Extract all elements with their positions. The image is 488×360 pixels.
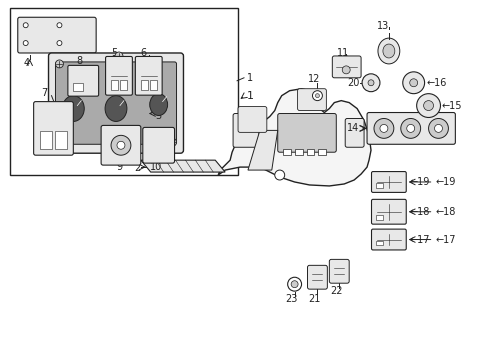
Text: ←19: ←19 [435,177,455,187]
FancyBboxPatch shape [233,113,258,147]
FancyBboxPatch shape [332,56,360,78]
Bar [111,80,118,90]
Circle shape [287,277,301,291]
Circle shape [274,170,284,180]
FancyBboxPatch shape [371,172,406,192]
Bar [375,215,382,220]
Bar [55,131,67,149]
Text: 11: 11 [336,48,348,58]
Text: 22: 22 [329,286,342,296]
Text: 1: 1 [246,73,253,83]
Text: 14: 14 [346,123,358,134]
Text: 5: 5 [111,48,117,58]
Text: ←17: ←17 [435,234,455,244]
Circle shape [168,138,176,146]
FancyBboxPatch shape [68,66,99,96]
Text: 3: 3 [155,111,162,121]
Circle shape [111,135,131,155]
Circle shape [23,41,28,46]
Text: 23: 23 [285,294,297,304]
Text: ←15: ←15 [441,100,461,111]
FancyBboxPatch shape [345,118,364,147]
Text: 7: 7 [41,88,48,98]
FancyBboxPatch shape [105,57,132,95]
Bar [306,149,314,155]
Text: 13: 13 [376,21,388,31]
Bar [141,80,147,90]
Text: 8: 8 [76,56,82,66]
Circle shape [400,118,420,138]
FancyBboxPatch shape [34,102,73,155]
Circle shape [367,80,373,86]
Circle shape [423,100,433,111]
Bar [375,183,382,188]
FancyBboxPatch shape [48,53,183,153]
Bar [375,240,382,246]
Polygon shape [141,160,224,172]
FancyBboxPatch shape [366,113,454,144]
FancyBboxPatch shape [371,199,406,224]
FancyBboxPatch shape [277,113,336,152]
Circle shape [409,79,417,87]
Text: 2: 2 [134,163,140,173]
Circle shape [55,60,63,68]
Bar [282,149,290,155]
Circle shape [379,125,387,132]
Circle shape [312,91,322,100]
Text: ←16: ←16 [426,78,446,88]
Bar [73,83,83,91]
FancyBboxPatch shape [371,229,406,250]
FancyBboxPatch shape [101,125,141,165]
Bar [10,8,238,175]
FancyBboxPatch shape [142,127,174,163]
Bar [318,149,325,155]
Ellipse shape [382,44,394,58]
Bar [149,80,156,90]
Text: 6: 6 [141,48,146,58]
Bar [294,149,302,155]
Text: 10: 10 [149,162,162,172]
Circle shape [416,94,440,117]
Circle shape [427,118,447,138]
Circle shape [117,141,124,149]
Circle shape [434,125,442,132]
Ellipse shape [62,96,84,121]
FancyBboxPatch shape [307,265,326,289]
FancyBboxPatch shape [18,17,96,53]
Text: 21: 21 [307,294,320,304]
Ellipse shape [105,96,127,121]
Circle shape [57,41,62,46]
Text: 12: 12 [307,74,320,84]
Circle shape [290,281,298,288]
Circle shape [402,72,424,94]
Text: 20: 20 [347,78,359,88]
Text: ←18: ←18 [435,207,455,217]
Circle shape [361,74,379,92]
Text: ←17: ←17 [409,234,429,244]
Circle shape [23,23,28,28]
Ellipse shape [377,38,399,64]
Ellipse shape [149,94,167,116]
Bar [40,131,51,149]
FancyBboxPatch shape [135,57,162,95]
Polygon shape [247,130,277,170]
Bar [120,80,127,90]
Circle shape [315,94,319,98]
Text: ←19: ←19 [409,177,429,187]
Text: 1: 1 [246,91,253,101]
Text: 4: 4 [24,58,30,68]
Circle shape [342,66,349,74]
Circle shape [406,125,414,132]
Text: ←18: ←18 [409,207,429,217]
Circle shape [57,23,62,28]
FancyBboxPatch shape [328,260,348,283]
FancyBboxPatch shape [297,89,325,111]
FancyBboxPatch shape [55,62,176,144]
Circle shape [115,52,122,60]
Circle shape [373,118,393,138]
FancyBboxPatch shape [238,107,266,132]
Text: 9: 9 [116,162,122,172]
Polygon shape [218,89,370,186]
